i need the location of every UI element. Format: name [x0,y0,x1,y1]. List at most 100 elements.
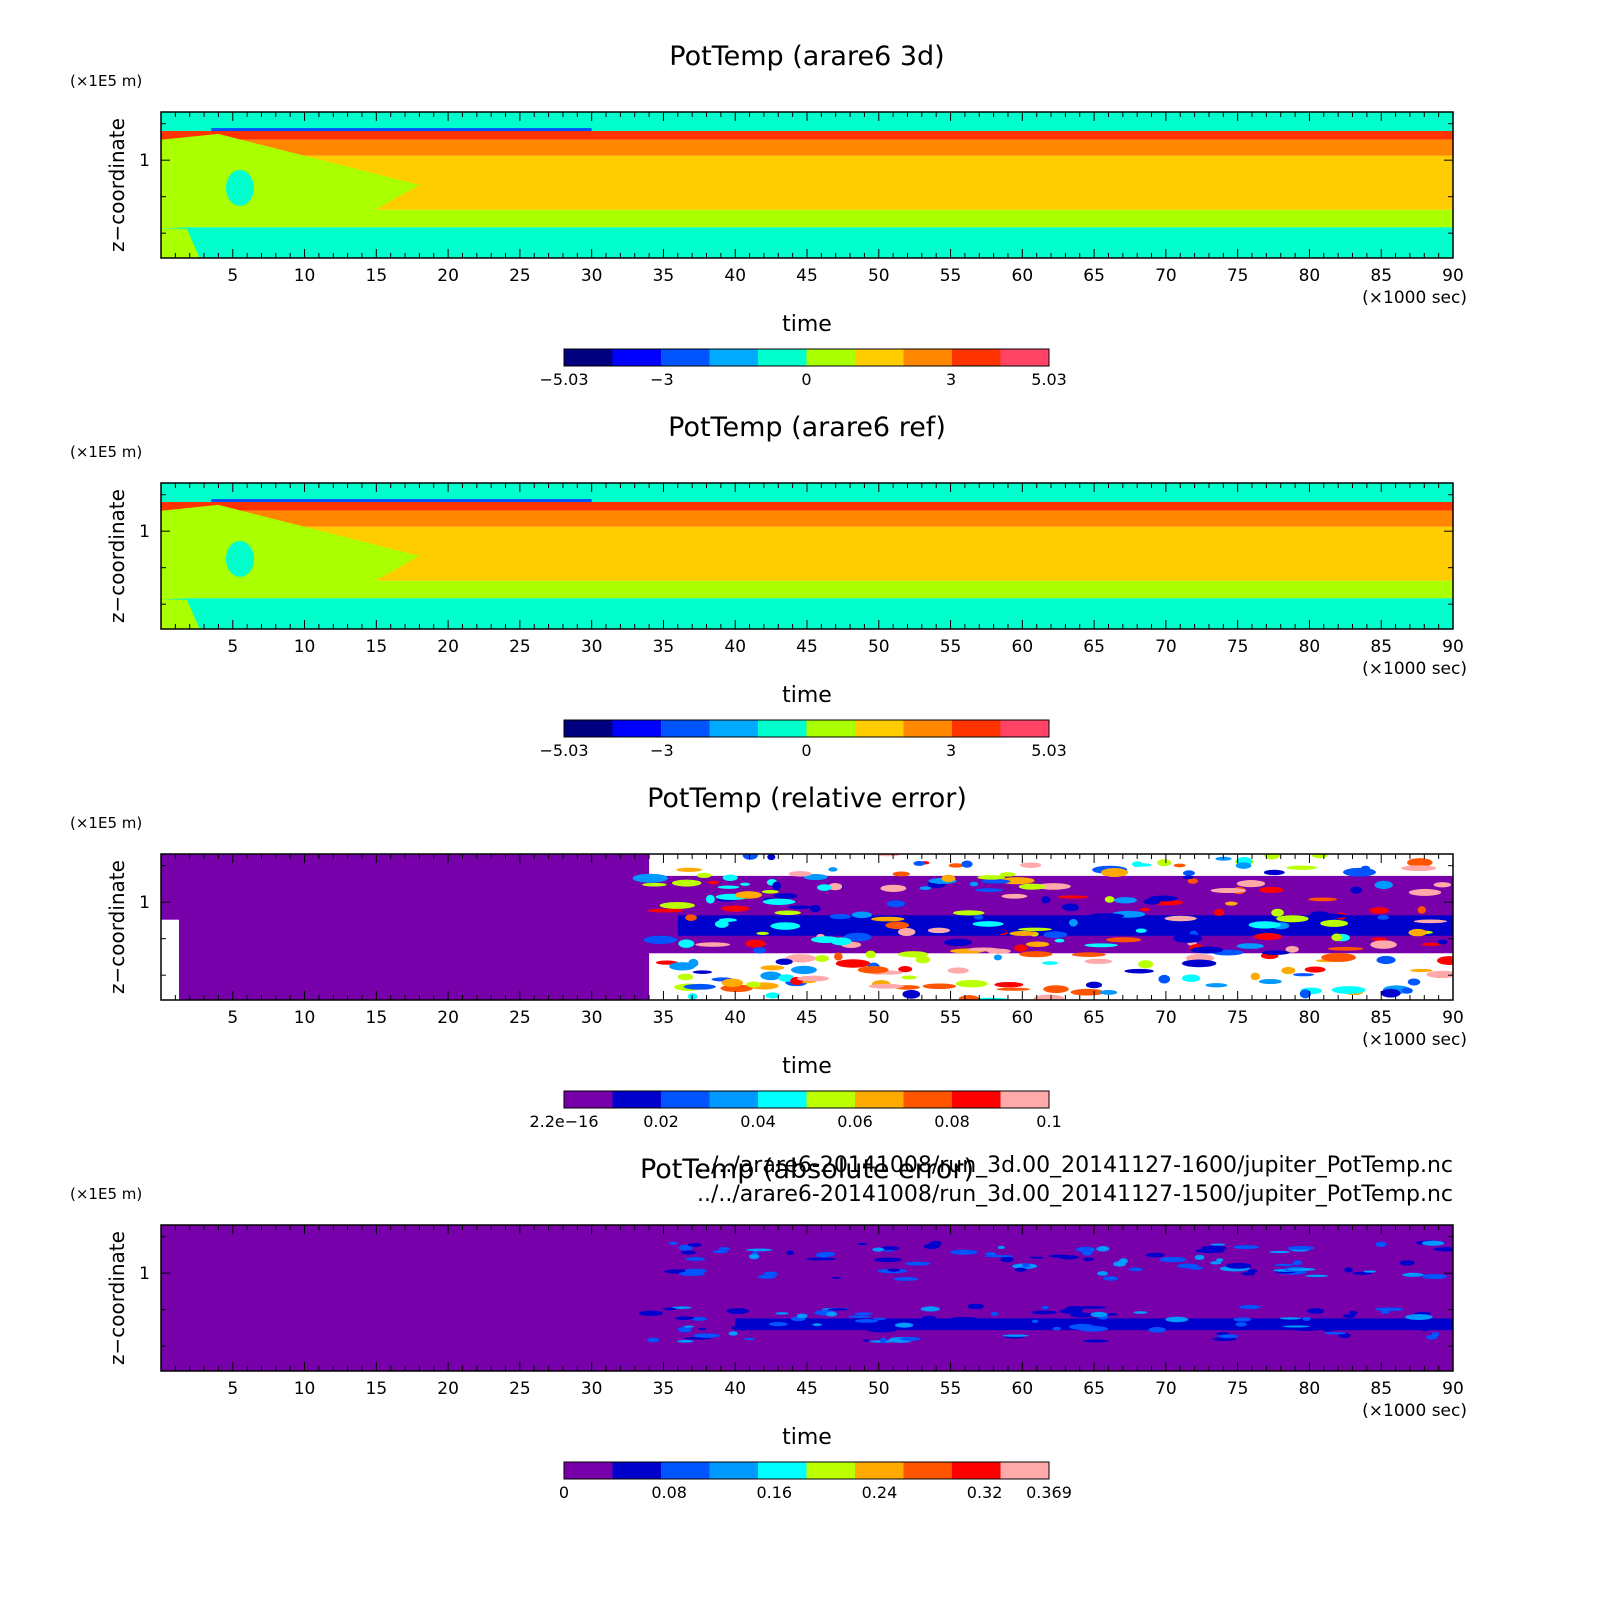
field-noise [1138,960,1154,969]
field-noise [1375,1241,1387,1247]
colorbar-swatch [1000,720,1050,737]
field-noise [1250,972,1260,981]
x-tick-label: 65 [1083,1008,1105,1028]
field-noise [1401,865,1437,872]
field-band [161,501,1453,511]
field-noise [1282,1325,1310,1328]
x-tick-label: 75 [1227,1008,1249,1028]
x-tick-label: 55 [940,266,962,286]
field-noise [1088,1317,1097,1322]
x-tick-label: 55 [940,1379,962,1399]
colorbar-frame [563,1461,1050,1480]
field-noise [886,900,906,908]
field-noise [1096,1246,1110,1252]
x-tick-label: 25 [509,637,531,657]
field-noise [1258,978,1282,985]
field-noise [1158,974,1171,984]
x-tick-label: 85 [1370,637,1392,657]
x-tick-label: 15 [366,637,388,657]
field-noise [1148,1326,1166,1333]
field-noise [687,1242,702,1247]
x-tick-label: 5 [227,1008,238,1028]
colorbar-tick-label: 5.03 [1031,741,1067,760]
field-noise [1327,946,1364,951]
field-noise [865,950,876,959]
field-noise [790,965,817,975]
field-noise [1248,921,1281,929]
field-noise [722,874,738,881]
field-noise [748,1253,760,1260]
field-noise [1068,919,1078,927]
field-noise [1164,915,1197,922]
field-noise [1058,1255,1079,1260]
x-tick-label: 35 [653,637,675,657]
heatmap-field [161,112,1453,258]
colorbar-frame [563,348,1050,367]
field-noise [868,983,904,989]
field-noise [775,958,793,965]
colorbar-tick-label: 0.02 [643,1112,679,1131]
field-noise [1263,1320,1273,1327]
field-noise [1187,878,1199,884]
y-axis-label: z−coordinate [105,489,129,623]
colorbar-swatch [564,1091,613,1108]
x-axis-label: time [782,683,832,708]
field-noise [1322,1328,1334,1332]
field-band [161,112,1453,131]
x-unit-label: (×1000 sec) [1362,1030,1467,1050]
field-noise [880,884,907,892]
field-early-region [161,228,200,258]
x-tick-label: 80 [1299,637,1321,657]
field-noise [851,920,870,926]
field-noise [767,854,776,861]
field-noise [1370,940,1397,949]
x-unit-label: (×1000 sec) [1362,1401,1467,1421]
colorbar-tick-label: 0.24 [862,1483,898,1502]
x-tick-label: 80 [1299,1008,1321,1028]
colorbar-swatch [661,349,710,366]
colorbar-tick-label: −5.03 [539,370,588,389]
field-noise [1077,1325,1108,1332]
colorbar: −5.03 −3 0 3 5.03 [539,348,1067,389]
x-tick-label: 20 [437,1008,459,1028]
field-noise [1281,966,1296,975]
field-noise [871,916,905,922]
field-noise [756,931,769,935]
field-noise [898,951,929,958]
field-noise [680,1250,697,1255]
field-noise [1241,1272,1256,1276]
field-noise [726,1308,749,1314]
field-noise [1133,863,1152,867]
y-axis-label: z−coordinate [105,860,129,994]
field-noise [705,894,715,904]
colorbar-swatch [952,1462,1001,1479]
x-tick-label: 70 [1155,1008,1177,1028]
colorbar-swatch [855,720,904,737]
field-noise [1305,1274,1329,1278]
field-noise [1071,952,1106,957]
x-tick-label: 35 [653,1008,675,1028]
x-tick-label: 50 [868,1008,890,1028]
colorbar-frame [563,1090,1050,1109]
colorbar-swatch [612,349,662,366]
field-noise [1041,1305,1050,1310]
field-noise [1188,1266,1204,1270]
field-streak [211,128,592,132]
field-noise [775,1312,789,1315]
field-noise [1087,1247,1095,1253]
field-noise [678,1244,693,1251]
field-noise [834,952,843,961]
x-tick-label: 80 [1299,266,1321,286]
field-noise [806,1257,836,1261]
field-noise [718,918,737,922]
field-noise [1118,1258,1128,1264]
x-tick-label: 90 [1442,1379,1464,1399]
field-noise [773,893,798,899]
field-noise [1269,1250,1291,1254]
colorbar-tick-label: −3 [650,370,674,389]
panel-2: PotTemp (arare6 ref)(×1E5 m)5 10 15 20 25 30 3… [70,412,1467,760]
field-noise [1271,908,1284,917]
colorbar-tick-label: 0.08 [651,1483,687,1502]
field-noise [949,1249,978,1255]
field-noise [1019,951,1053,958]
